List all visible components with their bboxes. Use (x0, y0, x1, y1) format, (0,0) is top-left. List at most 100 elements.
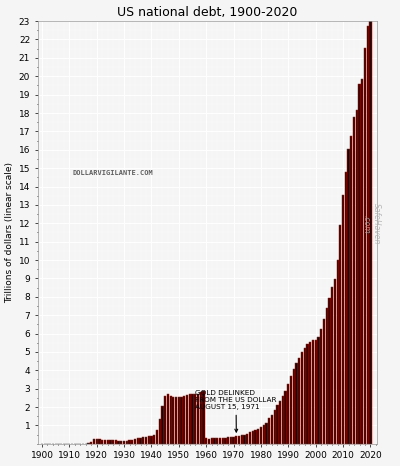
Bar (262, 425, 265, 444)
Bar (227, 437, 229, 444)
Bar (279, 401, 281, 444)
Bar (213, 438, 216, 444)
Bar (145, 437, 147, 444)
Bar (312, 340, 314, 444)
Bar (164, 396, 166, 444)
Bar (260, 427, 262, 444)
Bar (219, 438, 221, 444)
Bar (197, 394, 199, 444)
Bar (271, 415, 273, 444)
Bar (358, 84, 361, 444)
Bar (290, 377, 292, 444)
Bar (265, 423, 268, 444)
Bar (170, 396, 172, 444)
Bar (331, 288, 333, 444)
Bar (274, 410, 276, 444)
Bar (118, 441, 120, 444)
Bar (109, 440, 112, 444)
Bar (153, 435, 155, 444)
Bar (120, 441, 122, 444)
Bar (210, 439, 213, 444)
Bar (369, 21, 372, 444)
Bar (180, 397, 183, 444)
Bar (249, 432, 251, 444)
Bar (112, 440, 114, 444)
Bar (98, 439, 100, 444)
Bar (326, 308, 328, 444)
Bar (246, 434, 248, 444)
Bar (90, 442, 92, 444)
Bar (87, 443, 90, 444)
Bar (345, 172, 347, 444)
Bar (189, 394, 191, 444)
Bar (334, 279, 336, 444)
Bar (339, 225, 342, 444)
Bar (123, 441, 125, 444)
Bar (254, 430, 257, 444)
Text: DOLLARVIGILANTE.COM: DOLLARVIGILANTE.COM (72, 170, 153, 176)
Bar (202, 391, 205, 444)
Bar (320, 329, 322, 444)
Bar (224, 438, 226, 444)
Y-axis label: Trillions of dollars (linear scale): Trillions of dollars (linear scale) (6, 162, 14, 303)
Bar (175, 397, 177, 444)
Bar (304, 348, 306, 444)
Bar (361, 79, 363, 444)
Bar (317, 337, 320, 444)
Bar (126, 441, 128, 444)
Bar (367, 26, 369, 444)
Bar (142, 437, 144, 444)
Bar (106, 440, 109, 444)
Bar (101, 439, 103, 444)
Bar (178, 397, 180, 444)
Text: GOLD DELINKED
FROM THE US DOLLAR
AUGUST 15, 1971: GOLD DELINKED FROM THE US DOLLAR AUGUST … (195, 390, 277, 432)
Bar (161, 406, 164, 444)
Bar (364, 48, 366, 444)
Bar (232, 437, 235, 444)
Bar (104, 440, 106, 444)
Bar (167, 394, 169, 444)
Bar (257, 429, 259, 444)
Bar (244, 435, 246, 444)
Bar (350, 136, 352, 444)
Bar (192, 394, 194, 444)
Bar (156, 431, 158, 444)
Text: SafeHaven
.com: SafeHaven .com (362, 203, 381, 245)
Bar (252, 431, 254, 444)
Bar (323, 319, 325, 444)
Bar (139, 438, 142, 444)
Bar (134, 439, 136, 444)
Bar (208, 439, 210, 444)
Bar (306, 344, 309, 444)
Bar (284, 391, 287, 444)
Bar (235, 436, 238, 444)
Bar (287, 384, 290, 444)
Bar (186, 395, 188, 444)
Bar (293, 369, 295, 444)
Bar (150, 436, 152, 444)
Bar (128, 440, 131, 444)
Bar (158, 418, 161, 444)
Bar (205, 439, 207, 444)
Bar (172, 397, 174, 444)
Bar (96, 439, 98, 444)
Bar (296, 363, 298, 444)
Bar (342, 195, 344, 444)
Bar (241, 435, 243, 444)
Bar (276, 405, 278, 444)
Bar (336, 260, 339, 444)
Bar (301, 352, 303, 444)
Title: US national debt, 1900-2020: US national debt, 1900-2020 (118, 6, 298, 19)
Bar (348, 149, 350, 444)
Bar (238, 436, 240, 444)
Bar (148, 436, 150, 444)
Bar (200, 392, 202, 444)
Bar (137, 439, 139, 444)
Bar (93, 439, 95, 444)
Bar (328, 298, 330, 444)
Bar (183, 396, 186, 444)
Bar (282, 396, 284, 444)
Bar (222, 438, 224, 444)
Bar (353, 117, 355, 444)
Bar (194, 394, 196, 444)
